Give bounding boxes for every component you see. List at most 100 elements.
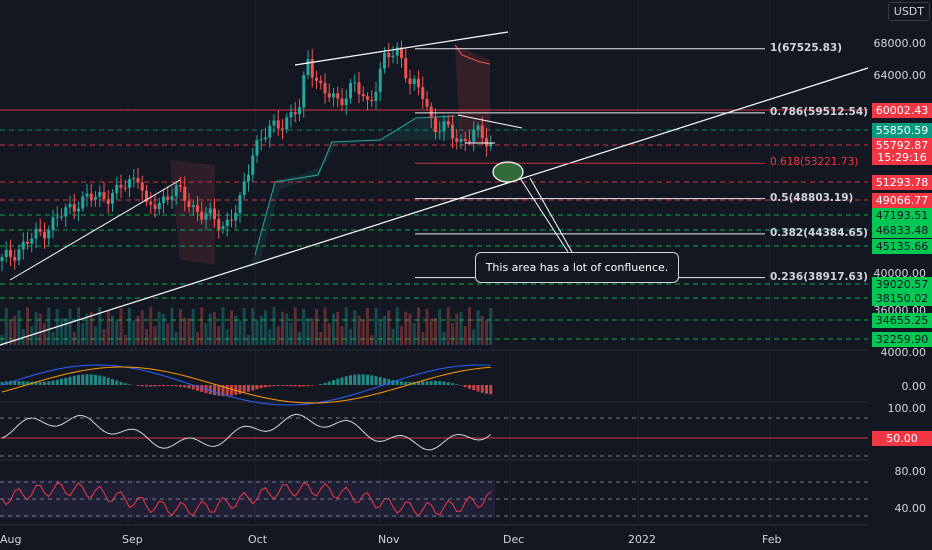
- currency-label[interactable]: USDT: [887, 2, 930, 21]
- macd-bar: [366, 374, 369, 385]
- macd-bar: [81, 374, 85, 385]
- time-tick: Sep: [122, 533, 143, 546]
- volume-bar: [145, 328, 148, 345]
- candle-body: [4, 249, 8, 257]
- candle-body: [94, 196, 97, 200]
- candle-body: [468, 141, 471, 143]
- macd-bar: [378, 377, 382, 385]
- time-tick: Aug: [0, 533, 22, 546]
- volume-bar: [349, 329, 352, 345]
- volume-bar: [51, 331, 55, 345]
- candle-body: [332, 93, 335, 98]
- candle-body: [276, 120, 280, 129]
- price-label: 55792.87: [872, 138, 932, 153]
- macd-bar: [200, 385, 204, 392]
- macd-bar: [13, 381, 17, 385]
- callout-pointer: [519, 177, 569, 253]
- volume-bar: [323, 307, 327, 345]
- candle-body: [247, 174, 250, 182]
- volume-bar: [102, 329, 106, 345]
- macd-bar: [60, 378, 63, 385]
- macd-bar: [357, 374, 361, 385]
- macd-bar: [72, 375, 76, 385]
- macd-bar: [349, 375, 352, 385]
- volume-bar: [408, 313, 412, 345]
- volume-bar: [264, 310, 267, 345]
- oscillator-line: [1, 413, 492, 451]
- volume-bar: [276, 326, 280, 345]
- resistance-trendline: [294, 31, 509, 66]
- candle-body: [429, 106, 433, 118]
- candle-body: [43, 231, 46, 239]
- ascending-trendline: [0, 67, 869, 346]
- volume-bar: [68, 308, 72, 345]
- macd-bar: [136, 385, 140, 386]
- fibonacci-label: 0.5(48803.19): [770, 191, 854, 204]
- macd-bar: [472, 385, 476, 391]
- macd-bar: [289, 385, 293, 387]
- volume-bar: [98, 307, 102, 345]
- volume-bar: [357, 315, 361, 345]
- volume-bar: [217, 326, 221, 345]
- candle-body: [21, 241, 25, 250]
- candle-body: [123, 187, 127, 189]
- macd-bar: [153, 385, 157, 387]
- candle-body: [459, 139, 463, 142]
- volume-bar: [489, 308, 493, 345]
- macd-bar: [196, 385, 199, 391]
- candle-body: [395, 47, 399, 56]
- candle-body: [417, 78, 420, 88]
- macd-bar: [251, 385, 255, 391]
- time-tick: Dec: [503, 533, 525, 546]
- candle-body: [472, 129, 476, 142]
- candle-body: [230, 219, 233, 221]
- volume-bar: [174, 332, 178, 345]
- macd-bar: [217, 385, 221, 396]
- macd-bar: [119, 381, 123, 385]
- macd-bar: [425, 381, 429, 385]
- macd-bar: [408, 381, 412, 385]
- candle-body: [55, 216, 59, 218]
- macd-bar: [480, 385, 484, 393]
- candle-body: [400, 47, 403, 59]
- candle-body: [315, 77, 318, 81]
- candle-body: [293, 112, 297, 115]
- candle-body: [298, 107, 301, 115]
- volume-bar: [480, 315, 484, 345]
- volume-bar: [404, 311, 408, 345]
- candle-body: [221, 226, 225, 230]
- macd-bar: [38, 381, 42, 385]
- volume-bar: [383, 315, 386, 345]
- macd-bar: [106, 377, 110, 385]
- candle-body: [404, 58, 408, 79]
- macd-bar: [468, 385, 471, 389]
- candle-body: [446, 121, 450, 125]
- oscillators: [0, 364, 868, 518]
- macd-bar: [145, 385, 148, 387]
- price-label: 15:29:16: [872, 150, 932, 165]
- volume-bar: [412, 323, 416, 345]
- price-label: 32259.90: [872, 332, 932, 347]
- price-label: 60002.43: [872, 103, 932, 118]
- macd-bar: [264, 385, 267, 388]
- macd-bar: [225, 385, 229, 396]
- volume-bar: [387, 310, 391, 345]
- macd-bar: [34, 381, 38, 385]
- macd-bar: [0, 382, 4, 385]
- macd-bar: [208, 385, 212, 395]
- candle-body: [17, 249, 21, 261]
- volume-bar: [370, 334, 374, 345]
- volume-bar: [434, 317, 437, 345]
- annotation-callout[interactable]: This area has a lot of confluence.: [475, 252, 679, 283]
- candle-body: [89, 193, 93, 200]
- candle-body: [234, 213, 238, 221]
- volume-bar: [26, 307, 29, 345]
- macd-bar: [400, 381, 403, 385]
- candle-body: [340, 98, 344, 106]
- price-tick: 68000.00: [873, 37, 927, 50]
- price-tick: 40000.00: [873, 267, 927, 280]
- volume-bar: [272, 307, 276, 345]
- candle-body: [64, 207, 68, 217]
- candle-body: [157, 202, 161, 210]
